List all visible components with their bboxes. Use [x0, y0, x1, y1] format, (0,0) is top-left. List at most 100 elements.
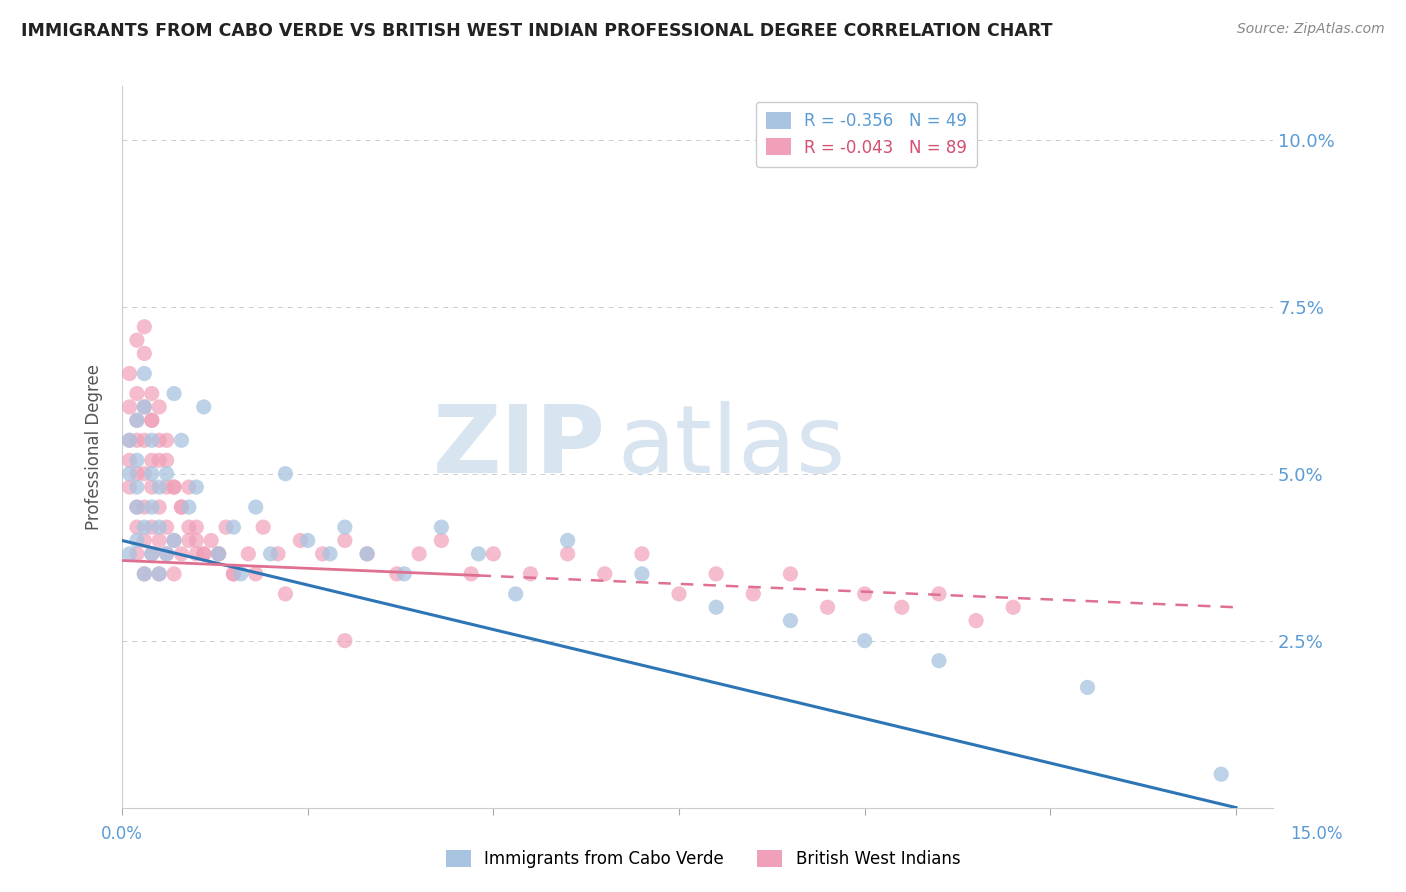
Point [125, 500, 148, 514]
Point [177, 500, 200, 514]
Point [170, 500, 193, 514]
Point [779, 566, 801, 581]
Point [193, 547, 215, 561]
Point [311, 547, 333, 561]
Point [141, 453, 163, 467]
Text: 0.0%: 0.0% [101, 825, 143, 843]
Point [118, 400, 141, 414]
Legend: Immigrants from Cabo Verde, British West Indians: Immigrants from Cabo Verde, British West… [439, 843, 967, 875]
Point [467, 547, 489, 561]
Point [297, 533, 319, 548]
Point [134, 520, 156, 534]
Point [134, 400, 156, 414]
Point [125, 434, 148, 448]
Point [125, 333, 148, 347]
Point [118, 453, 141, 467]
Point [356, 547, 378, 561]
Point [704, 600, 727, 615]
Point [817, 600, 839, 615]
Point [141, 480, 163, 494]
Point [928, 587, 950, 601]
Point [207, 547, 229, 561]
Point [163, 566, 186, 581]
Point [222, 520, 245, 534]
Point [148, 566, 170, 581]
Point [125, 453, 148, 467]
Legend: R = -0.356   N = 49, R = -0.043   N = 89: R = -0.356 N = 49, R = -0.043 N = 89 [756, 102, 977, 167]
Point [267, 547, 290, 561]
Point [704, 566, 727, 581]
Point [155, 547, 177, 561]
Point [668, 587, 690, 601]
Point [163, 480, 186, 494]
Point [229, 566, 252, 581]
Point [148, 400, 170, 414]
Point [141, 500, 163, 514]
Text: 15.0%: 15.0% [1291, 825, 1343, 843]
Point [430, 520, 453, 534]
Point [134, 400, 156, 414]
Point [222, 566, 245, 581]
Point [252, 520, 274, 534]
Point [557, 533, 579, 548]
Point [125, 480, 148, 494]
Point [134, 566, 156, 581]
Point [134, 434, 156, 448]
Point [408, 547, 430, 561]
Point [193, 547, 215, 561]
Point [290, 533, 312, 548]
Point [631, 566, 654, 581]
Point [207, 547, 229, 561]
Point [779, 614, 801, 628]
Point [148, 520, 170, 534]
Point [215, 520, 238, 534]
Point [274, 467, 297, 481]
Point [177, 533, 200, 548]
Point [319, 547, 342, 561]
Point [125, 520, 148, 534]
Point [118, 434, 141, 448]
Point [155, 547, 177, 561]
Point [890, 600, 912, 615]
Point [125, 386, 148, 401]
Point [141, 467, 163, 481]
Point [148, 434, 170, 448]
Point [356, 547, 378, 561]
Point [155, 453, 177, 467]
Point [125, 547, 148, 561]
Point [238, 547, 260, 561]
Point [125, 413, 148, 427]
Point [631, 547, 654, 561]
Point [155, 520, 177, 534]
Point [141, 547, 163, 561]
Text: IMMIGRANTS FROM CABO VERDE VS BRITISH WEST INDIAN PROFESSIONAL DEGREE CORRELATIO: IMMIGRANTS FROM CABO VERDE VS BRITISH WE… [21, 22, 1053, 40]
Point [170, 500, 193, 514]
Point [163, 386, 186, 401]
Point [482, 547, 505, 561]
Text: atlas: atlas [617, 401, 845, 493]
Point [593, 566, 616, 581]
Point [134, 533, 156, 548]
Point [193, 400, 215, 414]
Point [186, 480, 208, 494]
Point [141, 547, 163, 561]
Point [177, 480, 200, 494]
Point [1076, 681, 1098, 695]
Point [163, 480, 186, 494]
Point [155, 480, 177, 494]
Y-axis label: Professional Degree: Professional Degree [86, 364, 103, 530]
Point [141, 520, 163, 534]
Point [385, 566, 408, 581]
Point [519, 566, 541, 581]
Text: Source: ZipAtlas.com: Source: ZipAtlas.com [1237, 22, 1385, 37]
Point [125, 500, 148, 514]
Point [430, 533, 453, 548]
Text: ZIP: ZIP [433, 401, 606, 493]
Point [222, 566, 245, 581]
Point [200, 533, 222, 548]
Point [141, 413, 163, 427]
Point [148, 500, 170, 514]
Point [333, 633, 356, 648]
Point [170, 547, 193, 561]
Point [141, 386, 163, 401]
